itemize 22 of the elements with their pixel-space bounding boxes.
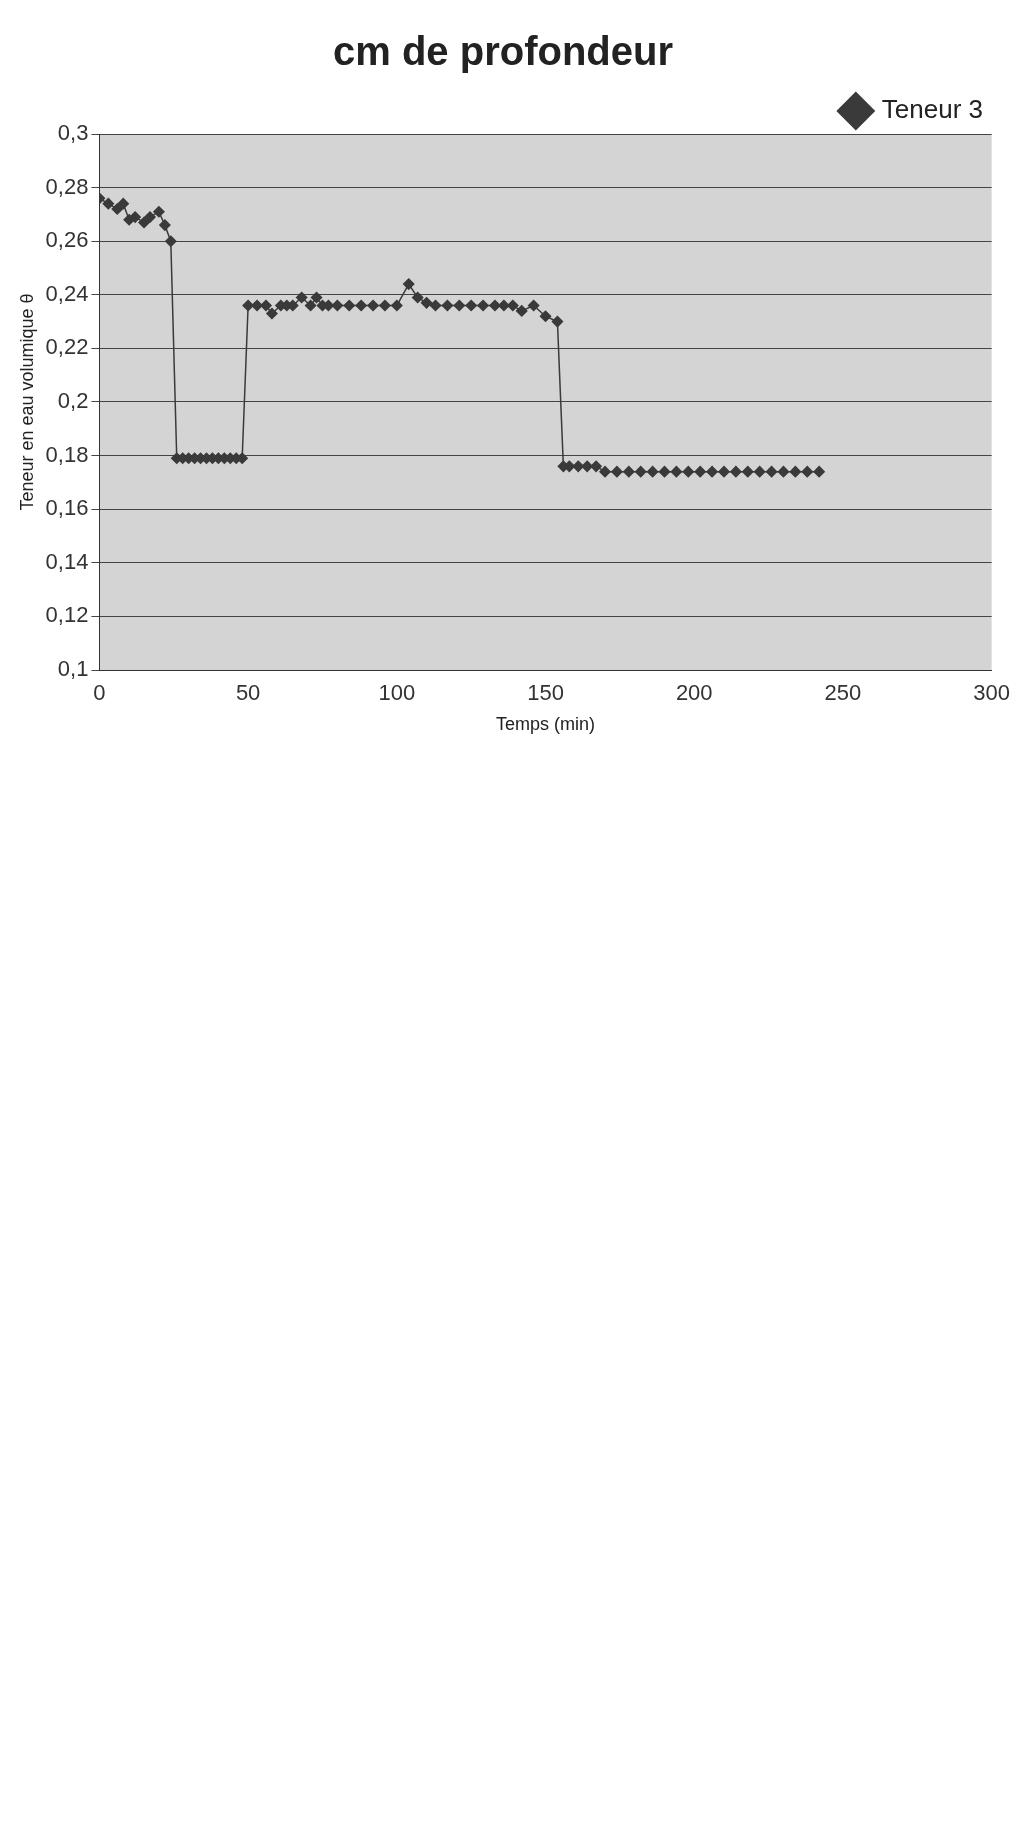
x-tick-label: 50	[235, 680, 261, 706]
y-tick-label: 0,14	[45, 548, 89, 574]
y-tick-label: 0,12	[45, 602, 89, 628]
x-tick-label: 100	[378, 680, 416, 706]
legend-label: Teneur 3	[881, 94, 984, 125]
x-tick-label: 200	[675, 680, 713, 706]
x-tick-label: 0	[93, 680, 106, 706]
y-tick-label: 0,1	[57, 656, 89, 682]
y-tick-label: 0,16	[45, 495, 89, 521]
y-tick-label: 0,18	[45, 441, 89, 467]
x-tick-label: 250	[824, 680, 862, 706]
y-tick-label: 0,22	[45, 334, 89, 360]
y-tick-label: 0,3	[57, 120, 89, 146]
chart-title: cm de profondeur	[332, 29, 674, 74]
y-tick-label: 0,26	[45, 227, 89, 253]
y-tick-label: 0,2	[57, 388, 89, 414]
y-tick-label: 0,24	[45, 280, 89, 306]
x-axis-title: Temps (min)	[496, 714, 596, 735]
y-tick-label: 0,28	[45, 173, 89, 199]
y-axis-title: Teneur en eau volumique θ	[16, 293, 37, 511]
x-tick-label: 300	[973, 680, 1011, 706]
x-tick-label: 150	[527, 680, 564, 706]
